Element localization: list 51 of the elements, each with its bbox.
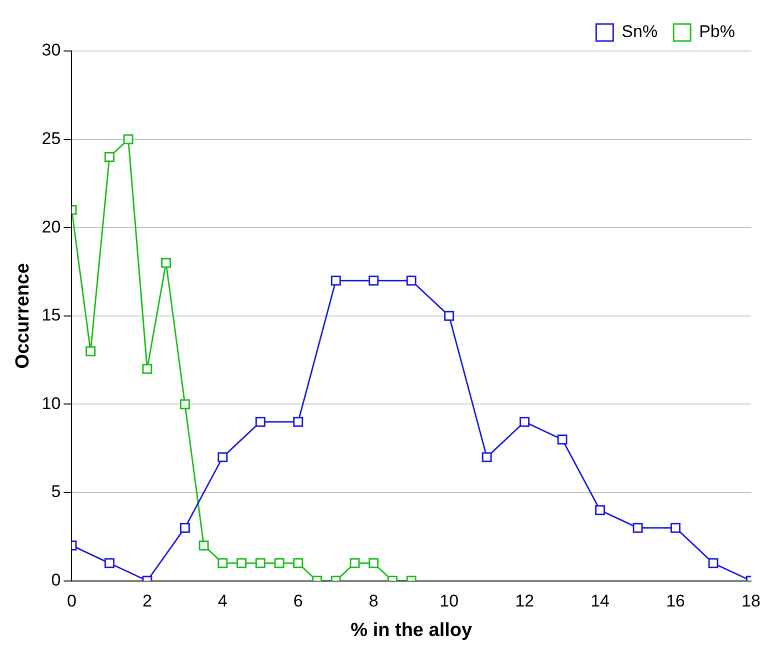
point — [444, 310, 454, 321]
x-tick-label: 8 — [368, 592, 378, 611]
point — [86, 346, 96, 356]
point — [104, 152, 114, 162]
x-axis-title: % in the alloy — [350, 620, 472, 641]
x-tick-label: 10 — [440, 592, 459, 611]
point — [293, 558, 304, 568]
x-tick-label: 0 — [66, 592, 76, 611]
point — [123, 134, 134, 144]
point — [274, 558, 284, 568]
x-tick-label: 2 — [142, 592, 152, 611]
legend-label: Sn% — [622, 22, 658, 42]
y-tick-label: 5 — [51, 482, 61, 502]
point — [520, 416, 530, 427]
x-tick-label: 4 — [218, 592, 228, 611]
point — [350, 558, 360, 568]
point — [406, 276, 416, 286]
point — [236, 558, 247, 568]
point — [368, 558, 379, 568]
point — [180, 399, 190, 410]
point — [218, 558, 228, 568]
point — [293, 416, 304, 427]
point — [632, 522, 643, 533]
point — [595, 505, 606, 516]
legend-label: Pb% — [699, 22, 736, 42]
point — [708, 558, 718, 568]
point — [255, 558, 266, 568]
y-tick-label: 0 — [51, 570, 61, 590]
point — [670, 522, 681, 533]
point — [198, 540, 209, 550]
y-tick-label: 10 — [42, 394, 61, 413]
point — [255, 416, 266, 427]
x-tick-label: 14 — [590, 592, 610, 611]
point — [330, 276, 341, 286]
y-tick-label: 15 — [42, 306, 61, 325]
point — [161, 258, 172, 268]
y-tick-label: 25 — [42, 128, 61, 148]
x-tick-label: 6 — [293, 592, 303, 611]
x-tick-label: 18 — [742, 592, 760, 611]
x-tick-label: 16 — [666, 592, 685, 611]
x-tick-label: 12 — [515, 592, 534, 611]
point — [104, 558, 114, 568]
point — [482, 452, 492, 462]
point — [557, 434, 568, 445]
point — [218, 452, 228, 462]
y-tick-label: 30 — [42, 40, 61, 60]
point — [142, 364, 152, 374]
point — [368, 276, 379, 286]
y-tick-label: 20 — [42, 217, 61, 236]
y-axis-title: Occurrence — [12, 263, 34, 369]
point — [180, 522, 190, 533]
